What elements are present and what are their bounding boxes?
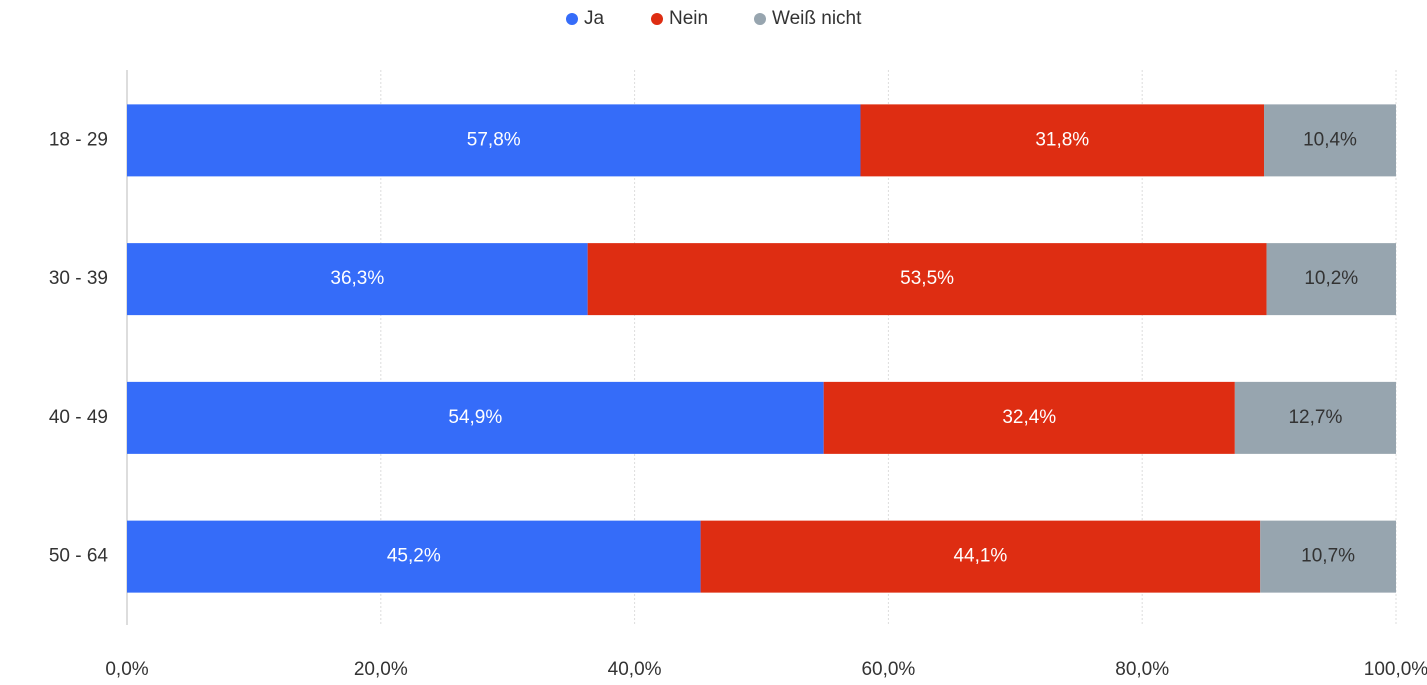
bar-segment — [1260, 520, 1396, 593]
x-tick-label: 80,0% — [1115, 659, 1169, 680]
x-tick-label: 100,0% — [1364, 659, 1427, 680]
value-label: 12,7% — [1288, 407, 1342, 428]
y-tick-label: 50 - 64 — [49, 546, 109, 567]
bar-segment — [860, 104, 1265, 177]
x-tick-label: 0,0% — [105, 659, 148, 680]
x-tick-label: 40,0% — [608, 659, 662, 680]
legend-marker — [566, 13, 578, 25]
bar-segment — [127, 243, 588, 316]
bar-segment — [1264, 104, 1396, 177]
bar-segment — [127, 381, 824, 454]
legend-label: Ja — [584, 8, 605, 29]
value-label: 36,3% — [330, 268, 384, 289]
value-label: 10,2% — [1304, 268, 1358, 289]
y-tick-label: 30 - 39 — [49, 268, 108, 289]
legend-label: Nein — [669, 8, 708, 29]
y-tick-label: 40 - 49 — [49, 407, 108, 428]
bar-segment — [1266, 243, 1396, 316]
legend-label: Weiß nicht — [772, 8, 862, 29]
x-tick-label: 20,0% — [354, 659, 408, 680]
value-label: 45,2% — [387, 546, 441, 567]
value-label: 54,9% — [448, 407, 502, 428]
bar-segment — [127, 104, 861, 177]
value-label: 10,7% — [1301, 546, 1355, 567]
value-label: 31,8% — [1035, 129, 1089, 150]
value-label: 32,4% — [1002, 407, 1056, 428]
bar-segment — [700, 520, 1261, 593]
bar-segment — [127, 520, 701, 593]
legend-marker — [754, 13, 766, 25]
bar-segment — [823, 381, 1235, 454]
value-label: 44,1% — [953, 546, 1007, 567]
legend-marker — [651, 13, 663, 25]
y-tick-label: 18 - 29 — [49, 129, 108, 150]
bar-segment — [1234, 381, 1396, 454]
bar-segment — [587, 243, 1267, 316]
value-label: 57,8% — [467, 129, 521, 150]
x-tick-label: 60,0% — [861, 659, 915, 680]
value-label: 10,4% — [1303, 129, 1357, 150]
value-label: 53,5% — [900, 268, 954, 289]
